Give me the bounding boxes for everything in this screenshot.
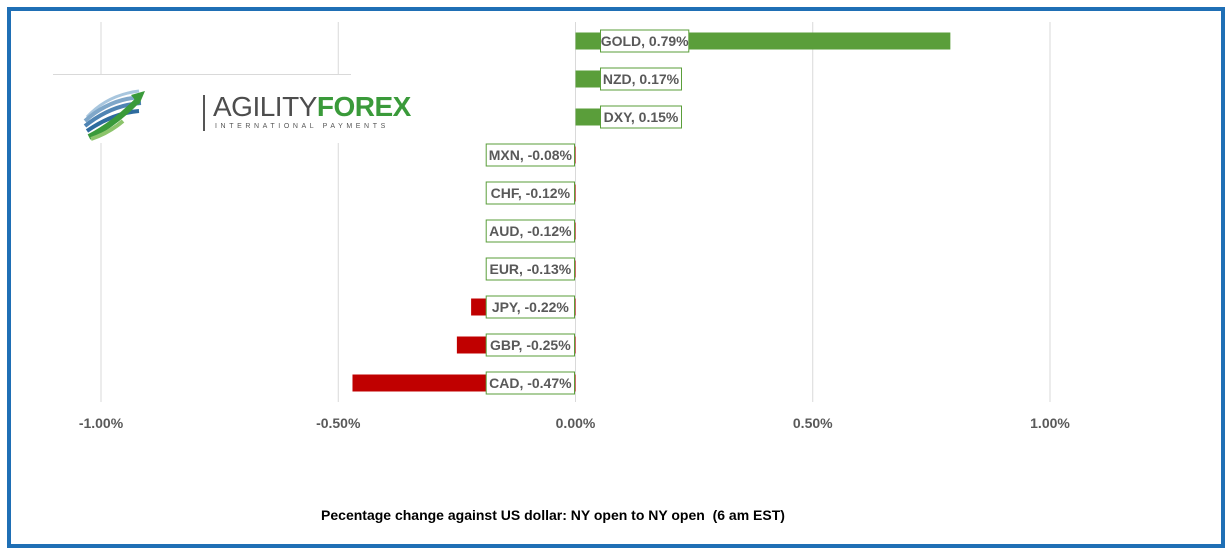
data-label-box <box>600 29 690 53</box>
data-label-box <box>485 219 576 243</box>
data-label-dxy: DXY, 0.15% <box>604 109 679 125</box>
data-label-eur: EUR, -0.13% <box>489 261 571 277</box>
logo-tagline: INTERNATIONAL PAYMENTS <box>215 123 389 130</box>
chart-caption: Pecentage change against US dollar: NY o… <box>0 507 1230 523</box>
x-tick-label: -0.50% <box>316 415 361 431</box>
data-label-gold: GOLD, 0.79% <box>601 33 689 49</box>
x-tick-label: 0.50% <box>793 415 833 431</box>
data-label-cad: CAD, -0.47% <box>489 375 572 391</box>
data-label-box <box>600 105 682 129</box>
agility-forex-logo: AGILITYFOREX INTERNATIONAL PAYMENTS <box>53 74 411 143</box>
data-label-box <box>485 295 576 319</box>
data-label-chf: CHF, -0.12% <box>491 185 571 201</box>
chart-caption-text: Pecentage change against US dollar: NY o… <box>321 507 785 523</box>
globe-swoosh-icon <box>83 89 145 141</box>
x-tick-label: 0.00% <box>556 415 596 431</box>
data-label-box <box>485 371 576 395</box>
x-tick-label: 1.00% <box>1030 415 1070 431</box>
data-label-box <box>485 143 576 167</box>
data-label-nzd: NZD, 0.17% <box>603 71 680 87</box>
data-label-jpy: JPY, -0.22% <box>492 299 570 315</box>
logo-divider <box>203 95 205 131</box>
data-label-aud: AUD, -0.12% <box>489 223 572 239</box>
x-tick-label: -1.00% <box>79 415 124 431</box>
logo-wordmark: AGILITYFOREX <box>213 91 411 122</box>
data-label-box <box>485 333 576 357</box>
data-label-mxn: MXN, -0.08% <box>489 147 573 163</box>
data-label-box <box>600 67 682 91</box>
data-label-box <box>485 257 576 281</box>
data-label-box <box>485 181 576 205</box>
data-label-gbp: GBP, -0.25% <box>490 337 571 353</box>
